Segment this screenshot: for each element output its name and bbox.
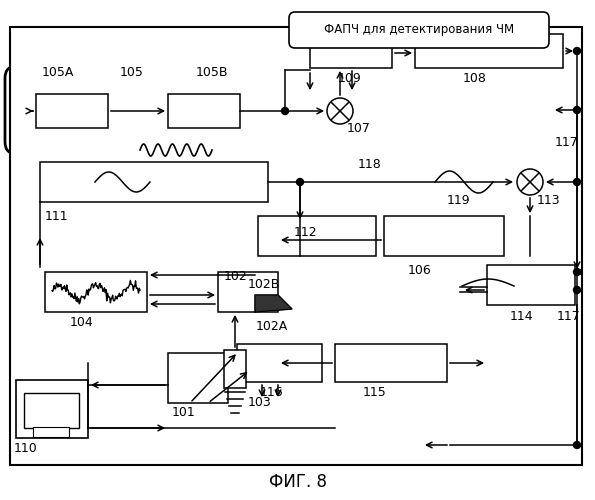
Bar [335, 344, 447, 382]
Bar [36, 94, 108, 128]
Text: 110: 110 [14, 442, 37, 454]
Bar [415, 34, 563, 68]
Text: 108: 108 [463, 72, 487, 86]
Text: 106: 106 [408, 264, 432, 276]
Text: 109: 109 [338, 72, 362, 86]
Text: 105А: 105А [42, 66, 74, 78]
Text: 107: 107 [347, 122, 371, 136]
Circle shape [296, 178, 303, 186]
FancyBboxPatch shape [5, 66, 284, 154]
Text: 112: 112 [294, 226, 318, 238]
Text: 117: 117 [557, 310, 581, 324]
Text: 105: 105 [120, 66, 144, 78]
Circle shape [574, 48, 581, 54]
Circle shape [574, 286, 581, 294]
Bar [33, 427, 69, 437]
Circle shape [574, 106, 581, 114]
Text: 103: 103 [248, 396, 272, 408]
Bar [10, 27, 582, 465]
Bar [16, 380, 88, 438]
Circle shape [327, 98, 353, 124]
Circle shape [574, 178, 581, 186]
Bar [310, 34, 392, 68]
Circle shape [517, 169, 543, 195]
Text: 105В: 105В [196, 66, 228, 78]
Bar [24, 393, 79, 428]
Bar [384, 216, 504, 256]
Text: 116: 116 [260, 386, 284, 400]
Bar [45, 272, 147, 312]
Bar [224, 350, 246, 388]
Polygon shape [255, 295, 292, 312]
Text: ФАПЧ для детектирования ЧМ: ФАПЧ для детектирования ЧМ [324, 24, 514, 36]
Text: 104: 104 [70, 316, 94, 330]
Text: 114: 114 [510, 310, 534, 324]
Text: 111: 111 [45, 210, 68, 224]
Text: 117: 117 [555, 136, 579, 148]
Text: 102В: 102В [248, 278, 280, 291]
Text: ФИГ. 8: ФИГ. 8 [269, 473, 327, 491]
Text: 115: 115 [363, 386, 387, 400]
Bar [237, 344, 322, 382]
Circle shape [574, 442, 581, 448]
Text: 118: 118 [358, 158, 382, 170]
FancyBboxPatch shape [289, 12, 549, 48]
Text: 119: 119 [447, 194, 471, 206]
Text: 101: 101 [172, 406, 196, 420]
Text: 102А: 102А [256, 320, 288, 332]
Text: 113: 113 [537, 194, 560, 206]
Bar [487, 265, 575, 305]
Bar [168, 353, 228, 403]
Bar [168, 94, 240, 128]
Circle shape [574, 268, 581, 276]
Bar [258, 216, 376, 256]
Bar [40, 162, 268, 202]
Text: 102: 102 [224, 270, 248, 282]
Bar [218, 272, 278, 312]
Circle shape [281, 108, 289, 114]
